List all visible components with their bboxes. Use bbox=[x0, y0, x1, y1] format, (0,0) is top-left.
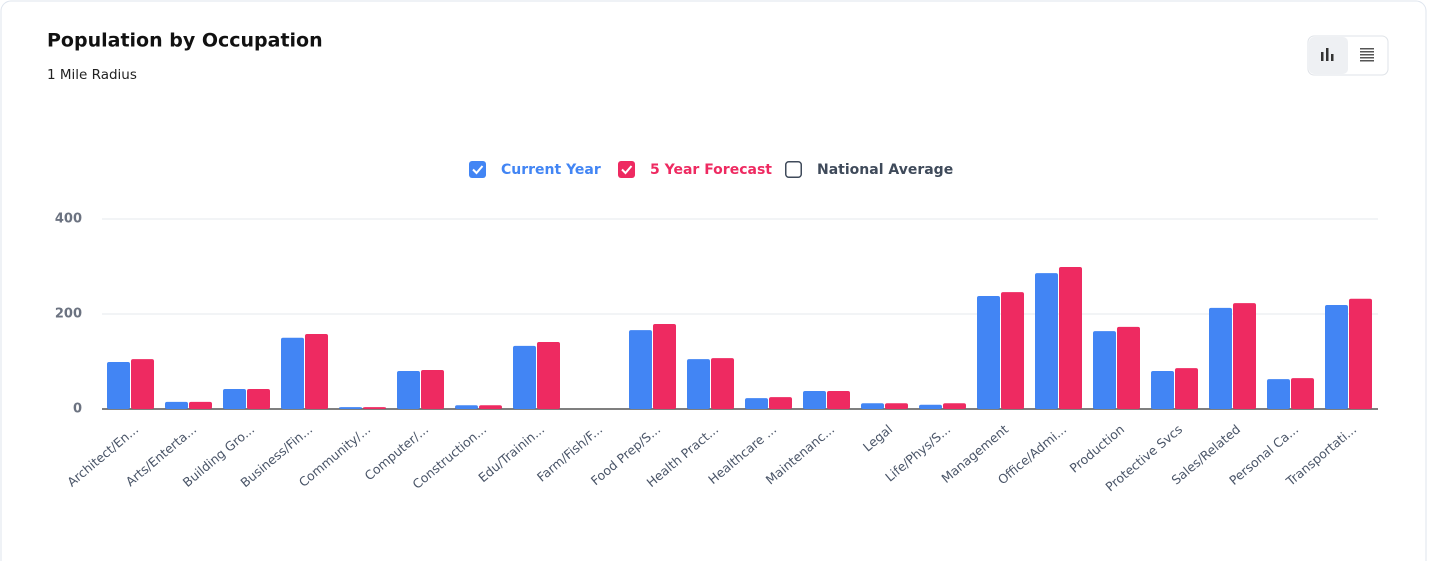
legend-check bbox=[472, 165, 484, 175]
bar bbox=[1209, 307, 1232, 409]
bar bbox=[455, 405, 478, 409]
bar bbox=[885, 403, 908, 409]
bar bbox=[1349, 298, 1372, 409]
bar bbox=[1035, 273, 1058, 409]
bar bbox=[247, 389, 270, 409]
bar bbox=[479, 405, 502, 409]
bar bbox=[397, 371, 420, 409]
bar bbox=[943, 403, 966, 409]
y-tick-label: 400 bbox=[55, 212, 82, 227]
bar bbox=[131, 359, 154, 409]
bar bbox=[1151, 371, 1174, 409]
bar bbox=[629, 330, 652, 409]
bar bbox=[513, 345, 536, 409]
bar bbox=[1233, 303, 1256, 409]
bar bbox=[653, 323, 676, 409]
bar bbox=[305, 333, 328, 409]
view-toggle bbox=[1307, 35, 1389, 76]
table-icon bbox=[1360, 48, 1374, 62]
bar bbox=[827, 390, 850, 409]
y-tick-label: 0 bbox=[73, 402, 82, 417]
bar bbox=[189, 401, 212, 409]
bar bbox=[1093, 331, 1116, 409]
bar bbox=[1325, 304, 1348, 409]
chart-subtitle: 1 Mile Radius bbox=[47, 67, 137, 83]
bar bbox=[339, 407, 362, 409]
bar bbox=[363, 407, 386, 409]
legend-label[interactable]: 5 Year Forecast bbox=[650, 162, 772, 178]
legend-check bbox=[621, 165, 633, 175]
bar bbox=[1059, 266, 1082, 409]
chart-icon bbox=[1321, 48, 1334, 61]
bar bbox=[1175, 368, 1198, 409]
y-tick-label: 200 bbox=[55, 307, 82, 322]
bar bbox=[687, 359, 710, 409]
bar bbox=[861, 403, 884, 409]
bar bbox=[223, 389, 246, 409]
bar bbox=[745, 398, 768, 409]
chart-title: Population by Occupation bbox=[47, 30, 323, 52]
legend-checkbox[interactable] bbox=[618, 161, 635, 178]
bar bbox=[165, 401, 188, 409]
bar bbox=[769, 397, 792, 409]
bar bbox=[1117, 326, 1140, 409]
bar bbox=[281, 337, 304, 409]
bar bbox=[537, 342, 560, 409]
bar bbox=[803, 390, 826, 409]
bar bbox=[1001, 292, 1024, 409]
bar bbox=[711, 358, 734, 409]
legend-checkbox[interactable] bbox=[469, 161, 486, 178]
bar bbox=[421, 370, 444, 409]
bar bbox=[1291, 378, 1314, 409]
bar bbox=[919, 404, 942, 409]
bar bbox=[977, 295, 1000, 409]
bar bbox=[1267, 379, 1290, 409]
legend-label[interactable]: National Average bbox=[817, 162, 953, 178]
legend-checkbox[interactable] bbox=[785, 161, 802, 178]
bar bbox=[107, 361, 130, 409]
legend-label[interactable]: Current Year bbox=[501, 162, 601, 178]
